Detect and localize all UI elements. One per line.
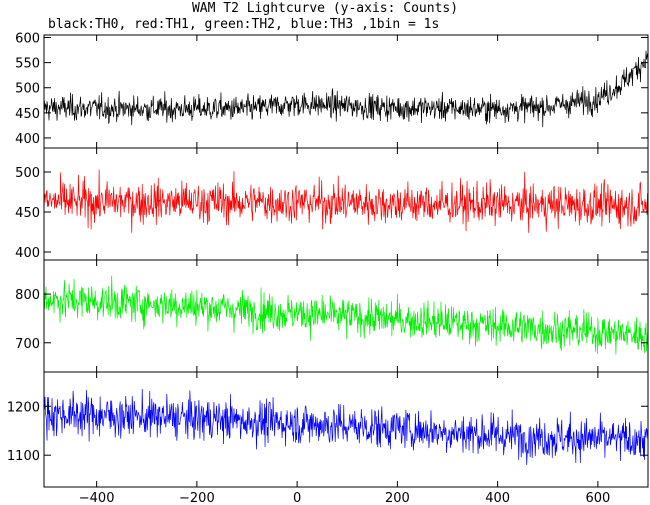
y-tick-label: 500 [15,82,40,97]
y-tick-label: 450 [15,206,40,221]
y-tick-label: 500 [15,166,40,181]
y-tick-label: 1200 [7,400,40,415]
series-line-th1 [44,169,648,233]
x-tick-label: 200 [385,491,410,505]
panels-group: 400 450 500 550 600 400 450 500 700 800 1100 1200 [7,32,649,488]
series-line-th3 [44,388,648,465]
y-tick-label: 400 [15,246,40,261]
y-tick-label: 700 [15,337,40,352]
x-tick-label: 600 [585,491,610,505]
x-tick-label: −200 [179,491,215,505]
y-tick-label: 550 [15,57,40,72]
y-tick-label: 600 [15,32,40,47]
y-tick-label: 1100 [7,449,40,464]
x-axis: −400 −200 0 200 400 600 [79,491,611,505]
y-tick-label: 800 [15,288,40,303]
panel-th2: 700 800 [15,259,649,373]
y-tick-label: 450 [15,107,40,122]
chart-title: WAM T2 Lightcurve (y-axis: Counts) [191,1,459,16]
x-tick-label: 0 [293,491,301,505]
series-line-th2 [44,275,648,355]
x-tick-label: −400 [79,491,115,505]
x-tick-label: 400 [485,491,510,505]
panel-th1: 400 450 500 [15,147,649,261]
chart-subtitle: black:TH0, red:TH1, green:TH2, blue:TH3 … [48,17,440,32]
panel-th3: 1100 1200 [7,371,649,488]
panel-frame [43,371,649,488]
y-tick-label: 400 [15,132,40,147]
series-line-th0 [44,50,648,128]
panel-th0: 400 450 500 550 600 [15,32,649,149]
panel-frame [43,34,649,149]
